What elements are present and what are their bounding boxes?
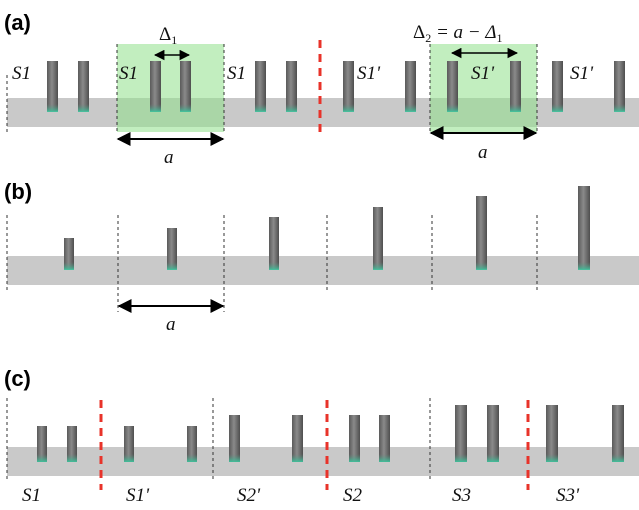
pillar-base xyxy=(510,104,521,112)
substrate-c xyxy=(7,447,639,476)
panel-a: (a) S1 xyxy=(4,10,639,168)
pillar xyxy=(124,426,134,462)
lattice-constant-label-b: a xyxy=(166,314,176,335)
pillar xyxy=(612,405,624,462)
pillar xyxy=(405,61,416,111)
site-label: S3' xyxy=(556,485,580,506)
lattice-constant-label: a xyxy=(164,147,174,168)
site-label: S1 xyxy=(119,63,138,84)
pillar xyxy=(180,61,191,111)
pillar-base xyxy=(229,454,240,462)
pillar-base xyxy=(124,454,134,462)
pillar xyxy=(67,426,77,462)
pillar xyxy=(187,426,197,462)
domain-walls-c xyxy=(99,400,530,490)
pillar-base xyxy=(64,262,74,270)
pillar-base xyxy=(379,454,390,462)
pillar xyxy=(150,61,161,111)
pillar xyxy=(37,426,47,462)
site-label: S2 xyxy=(343,485,363,506)
pillar xyxy=(373,207,383,269)
pillar-base xyxy=(67,454,77,462)
site-label: S2' xyxy=(237,485,261,506)
pillar xyxy=(78,61,89,111)
pillar-base xyxy=(286,104,297,112)
panel-b: (b) a xyxy=(4,179,639,335)
pillars-b xyxy=(64,186,590,270)
panel-c-label: (c) xyxy=(4,366,31,391)
pillar-base xyxy=(546,454,558,462)
pillar-base xyxy=(349,454,360,462)
pillar-base xyxy=(552,104,563,112)
pillar-base xyxy=(455,454,467,462)
pillar-base xyxy=(269,262,279,270)
pillar-base xyxy=(476,262,487,270)
pillar-base xyxy=(447,104,458,112)
pillar-base xyxy=(612,454,624,462)
site-label: S1' xyxy=(357,63,381,84)
pillar-base xyxy=(167,262,177,270)
pillar-base xyxy=(78,104,89,112)
pillar-base xyxy=(405,104,416,112)
site-label: S1 xyxy=(22,485,41,506)
site-label: S3 xyxy=(452,485,471,506)
site-label: S1 xyxy=(227,63,246,84)
panel-b-label: (b) xyxy=(4,179,32,204)
pillar xyxy=(343,61,354,111)
pillar xyxy=(455,405,467,462)
cell-boundaries-b xyxy=(6,215,538,312)
panel-c: (c) S1 S1' S2' S2 xyxy=(4,366,639,506)
site-label: S1' xyxy=(126,485,150,506)
pillar xyxy=(269,217,279,269)
pillars-a xyxy=(47,61,625,112)
substrate-b xyxy=(7,256,639,285)
site-label: S1' xyxy=(570,63,594,84)
cell-boundaries-a xyxy=(6,44,538,132)
delta2-label: Δ2 = a − Δ1 xyxy=(413,22,503,45)
unit-cell-highlight-left xyxy=(117,44,224,132)
substrate-a xyxy=(7,98,639,127)
pillar-base xyxy=(37,454,47,462)
pillar xyxy=(476,196,487,269)
pillar-base xyxy=(255,104,266,112)
pillar xyxy=(510,61,521,111)
panel-a-label: (a) xyxy=(4,10,31,35)
pillar xyxy=(487,405,499,462)
pillar-base xyxy=(292,454,303,462)
pillar-base xyxy=(150,104,161,112)
pillar xyxy=(47,61,58,111)
pillar xyxy=(64,238,74,269)
pillar-base xyxy=(180,104,191,112)
pillar xyxy=(578,186,590,269)
pillar xyxy=(167,228,177,269)
pillar-base xyxy=(187,454,197,462)
pillar-base xyxy=(487,454,499,462)
pillar xyxy=(552,61,563,111)
pillar xyxy=(229,415,240,462)
pillar xyxy=(292,415,303,462)
pillar-base xyxy=(373,262,383,270)
site-label: S1 xyxy=(12,63,31,84)
pillar xyxy=(447,61,458,111)
lattice-constant-label: a xyxy=(478,142,488,163)
cell-boundaries-c xyxy=(6,398,431,482)
pillar xyxy=(614,61,625,111)
site-label: S1' xyxy=(471,63,495,84)
pillar-base xyxy=(614,104,625,112)
pillar xyxy=(349,415,360,462)
pillar xyxy=(546,405,558,462)
pillar-base xyxy=(578,262,590,270)
pillars-c xyxy=(37,405,624,462)
pillar xyxy=(286,61,297,111)
pillar xyxy=(379,415,390,462)
delta1-label: Δ1 xyxy=(159,24,177,47)
pillar-base xyxy=(47,104,58,112)
pillar xyxy=(255,61,266,111)
pillar-base xyxy=(343,104,354,112)
